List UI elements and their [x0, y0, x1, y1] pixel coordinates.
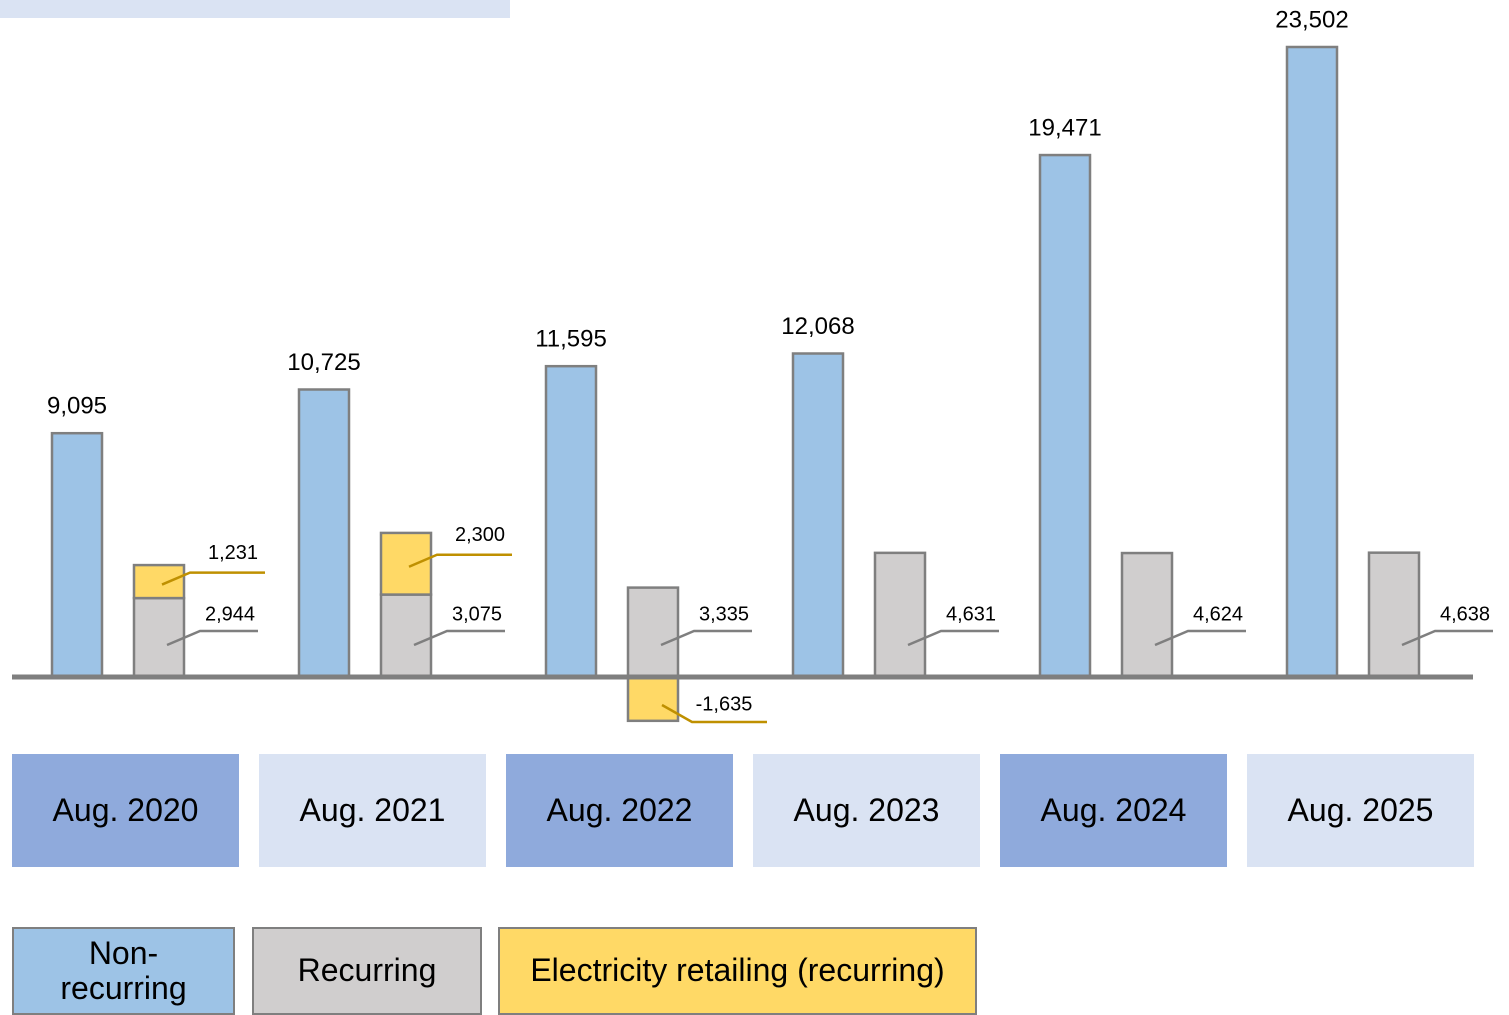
bar [50, 431, 104, 679]
value-label: 4,624 [1193, 603, 1243, 625]
category-label: Aug. 2021 [259, 754, 486, 867]
value-label: -1,635 [696, 693, 753, 715]
category-label: Aug. 2020 [12, 754, 239, 867]
bar [1367, 551, 1421, 679]
leader-line [660, 629, 752, 647]
value-label: 12,068 [781, 313, 854, 340]
legend-entry: Recurring [252, 927, 482, 1015]
header-band [0, 0, 510, 18]
leader-line [408, 553, 512, 568]
category-label: Aug. 2024 [1000, 754, 1227, 867]
legend-entry: Electricity retailing (recurring) [498, 927, 977, 1015]
bar [1285, 45, 1339, 679]
bar [873, 551, 927, 679]
value-label: 3,335 [699, 603, 749, 625]
value-label: 11,595 [535, 326, 607, 353]
value-label: 3,075 [452, 603, 502, 625]
value-label: 19,471 [1028, 114, 1101, 141]
leader-line [166, 629, 258, 647]
leader-line [161, 571, 265, 586]
value-label: 4,638 [1440, 603, 1490, 625]
value-label: 1,231 [208, 542, 258, 564]
bar [379, 531, 433, 596]
value-label: 2,300 [455, 524, 505, 546]
bar [544, 364, 598, 679]
bar [1038, 153, 1092, 679]
leader-line [907, 629, 999, 647]
value-label: 23,502 [1275, 6, 1348, 33]
leader-line [661, 703, 767, 724]
value-label: 2,944 [205, 603, 255, 625]
value-label: 9,095 [47, 393, 107, 420]
bar [132, 563, 186, 600]
category-label: Aug. 2025 [1247, 754, 1474, 867]
leader-line [1401, 629, 1493, 647]
bar [379, 593, 433, 679]
bar [626, 586, 680, 679]
bar [297, 388, 351, 679]
category-label: Aug. 2023 [753, 754, 980, 867]
category-label: Aug. 2022 [506, 754, 733, 867]
bar [132, 596, 186, 679]
bar [626, 675, 680, 723]
value-label: 10,725 [287, 349, 360, 376]
bar [791, 352, 845, 679]
bar [1120, 551, 1174, 679]
leader-line [1154, 629, 1246, 647]
leader-line [413, 629, 505, 647]
value-label: 4,631 [946, 603, 996, 625]
legend-entry: Non-recurring [12, 927, 235, 1015]
